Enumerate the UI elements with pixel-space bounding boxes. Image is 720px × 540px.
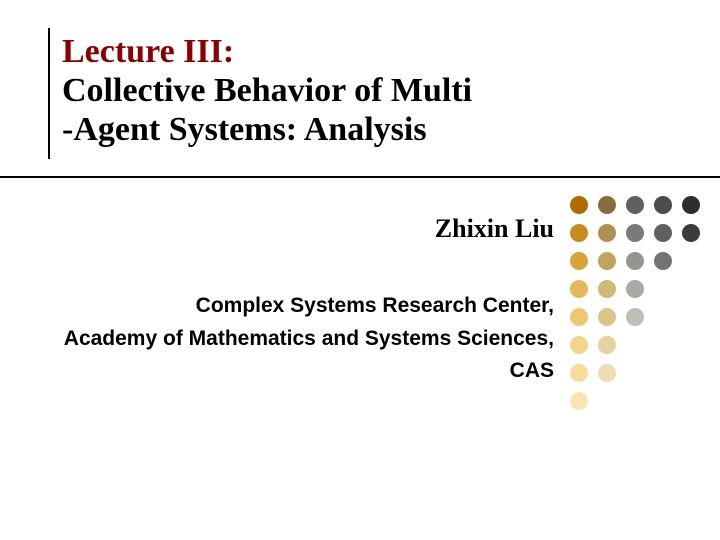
title-line-2: -Agent Systems: Analysis (62, 110, 548, 149)
slide: Lecture III: Collective Behavior of Mult… (0, 0, 720, 540)
dot-icon (570, 280, 588, 298)
dot-row (570, 364, 710, 382)
affiliation-line-1: Complex Systems Research Center, (14, 290, 554, 323)
dot-icon (598, 196, 616, 214)
dot-icon (626, 196, 644, 214)
dot-row (570, 196, 710, 214)
dot-icon (654, 224, 672, 242)
dot-icon (598, 224, 616, 242)
dot-row (570, 308, 710, 326)
title-line-1: Collective Behavior of Multi (62, 71, 548, 110)
dot-row (570, 224, 710, 242)
dot-row (570, 252, 710, 270)
dot-row (570, 280, 710, 298)
dot-icon (654, 252, 672, 270)
dot-icon (654, 196, 672, 214)
dot-icon (626, 252, 644, 270)
horizontal-rule (0, 176, 720, 178)
title-block: Lecture III: Collective Behavior of Mult… (48, 28, 548, 159)
dot-icon (626, 224, 644, 242)
dot-icon (570, 252, 588, 270)
dot-icon (598, 280, 616, 298)
affiliation-block: Complex Systems Research Center, Academy… (14, 290, 554, 388)
dot-icon (570, 224, 588, 242)
dot-icon (570, 364, 588, 382)
dot-icon (570, 336, 588, 354)
dot-icon (682, 224, 700, 242)
affiliation-line-3: CAS (14, 355, 554, 388)
dot-icon (570, 196, 588, 214)
affiliation-line-2: Academy of Mathematics and Systems Scien… (14, 323, 554, 356)
author-name: Zhixin Liu (435, 214, 554, 244)
dot-icon (570, 392, 588, 410)
dot-icon (598, 308, 616, 326)
dot-icon (682, 196, 700, 214)
dot-icon (626, 280, 644, 298)
dot-row (570, 392, 710, 410)
lecture-label: Lecture III: (62, 32, 548, 71)
dot-row (570, 336, 710, 354)
dot-icon (570, 308, 588, 326)
dot-icon (626, 308, 644, 326)
dot-icon (598, 364, 616, 382)
dot-grid-decoration (570, 196, 710, 420)
dot-icon (598, 336, 616, 354)
dot-icon (598, 252, 616, 270)
